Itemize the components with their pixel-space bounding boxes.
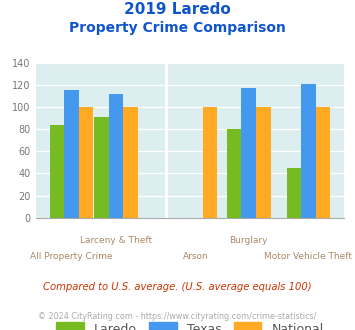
Text: 2019 Laredo: 2019 Laredo	[124, 2, 231, 16]
Bar	[109, 94, 123, 218]
Bar	[50, 125, 64, 218]
Bar	[286, 168, 301, 218]
Text: All Property Crime: All Property Crime	[30, 252, 113, 261]
Bar	[316, 107, 330, 218]
Bar	[64, 90, 79, 218]
Text: © 2024 CityRating.com - https://www.cityrating.com/crime-statistics/: © 2024 CityRating.com - https://www.city…	[38, 312, 317, 321]
Text: Property Crime Comparison: Property Crime Comparison	[69, 21, 286, 35]
Bar	[301, 84, 316, 218]
Bar	[123, 107, 138, 218]
Bar	[203, 107, 218, 218]
Text: Compared to U.S. average. (U.S. average equals 100): Compared to U.S. average. (U.S. average …	[43, 282, 312, 292]
Bar	[241, 88, 256, 218]
Bar	[94, 117, 109, 218]
Bar	[79, 107, 93, 218]
Text: Arson: Arson	[183, 252, 208, 261]
Text: Motor Vehicle Theft: Motor Vehicle Theft	[264, 252, 353, 261]
Text: Burglary: Burglary	[229, 236, 268, 245]
Text: Larceny & Theft: Larceny & Theft	[80, 236, 152, 245]
Bar	[227, 129, 241, 218]
Legend: Laredo, Texas, National: Laredo, Texas, National	[51, 317, 329, 330]
Bar	[256, 107, 271, 218]
